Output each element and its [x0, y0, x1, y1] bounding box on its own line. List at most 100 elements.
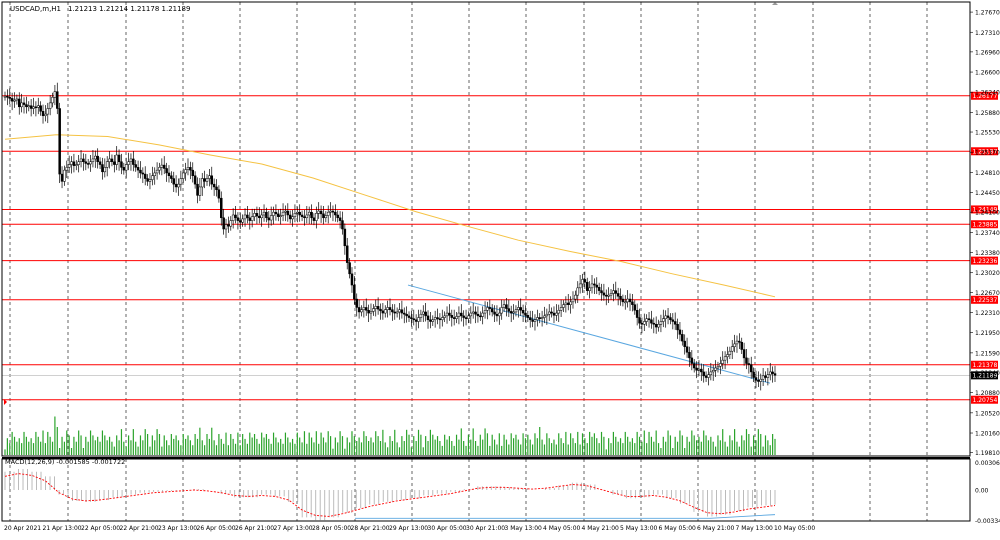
price-tick-label: 1.24450 [975, 190, 1000, 197]
macd-trendline [355, 514, 776, 519]
time-tick-label: 6 May 05:00 [659, 525, 697, 532]
candle-body [381, 310, 385, 314]
candle-body [105, 161, 109, 168]
time-tick-label: 27 Apr 13:00 [274, 525, 313, 532]
candle-body [410, 317, 413, 319]
candle-body [498, 312, 501, 317]
candle-body [654, 324, 658, 328]
candle-body [146, 178, 149, 182]
candle-body [10, 98, 14, 102]
trend-lines[interactable] [407, 284, 771, 384]
candle-body [412, 318, 416, 321]
price-tick-label: 1.26600 [975, 70, 1000, 77]
macd-tick-label: 0.00306 [975, 460, 1000, 467]
candle-body [103, 167, 107, 173]
candle-body [398, 309, 401, 313]
horizontal-levels[interactable]: 1.26177 1.25187 1.24149 1.23885 1.23236 1.225… [2, 91, 998, 404]
candle-body [509, 311, 513, 314]
candle-body [300, 214, 304, 217]
level-price-tag [971, 395, 998, 404]
candle-body [115, 154, 118, 165]
candle-body [167, 172, 171, 177]
candle-body [455, 316, 458, 319]
candle-body [633, 304, 637, 311]
candle-body [217, 189, 221, 199]
candle-body [362, 307, 366, 310]
price-tick-label: 1.22670 [975, 290, 1000, 297]
candle-body [186, 167, 190, 170]
candle-body [671, 319, 675, 322]
candle-body [120, 161, 123, 168]
candle-body [403, 312, 406, 315]
price-tick-label: 1.21590 [975, 350, 1000, 357]
candle-body [593, 283, 596, 286]
candle-body [272, 211, 275, 216]
candle-body [557, 310, 560, 314]
candle-body [657, 324, 660, 328]
candle-body [486, 307, 489, 311]
macd-indicator [4, 469, 776, 521]
candle-body [298, 211, 301, 216]
candle-body [631, 301, 634, 305]
candle-body [379, 308, 382, 312]
candle-body [628, 298, 632, 303]
candle-body [110, 158, 114, 162]
level-price-label: 1.23885 [973, 222, 998, 229]
candle-body [621, 298, 625, 303]
candle-body [65, 167, 69, 171]
candle-body [714, 367, 717, 371]
candle-body [533, 319, 537, 322]
candle-body [452, 317, 456, 319]
candle-body [761, 375, 765, 380]
candle-body [212, 183, 216, 188]
candle-body [196, 183, 199, 196]
candle-body [512, 311, 515, 314]
candle-body [666, 315, 670, 318]
candle-body [417, 317, 420, 322]
candle-body [495, 313, 499, 317]
candle-body [569, 301, 572, 305]
candle-body [614, 290, 618, 294]
candle-body [514, 309, 518, 313]
candle-body [564, 302, 568, 305]
candle-body [448, 312, 451, 316]
candle-body [72, 161, 76, 166]
candle-body [424, 311, 427, 317]
candle-body [616, 293, 620, 297]
candle-body [659, 321, 663, 325]
candle-body [336, 214, 339, 219]
time-tick-label: 4 May 05:00 [543, 525, 581, 532]
time-tick-label: 6 May 21:00 [697, 525, 735, 532]
candle-body [700, 368, 703, 373]
candle-body [376, 306, 380, 310]
candle-body [198, 186, 202, 196]
candle-body [721, 359, 724, 364]
candle-body [269, 215, 273, 221]
candle-body [711, 369, 715, 373]
price-tick-label: 1.25530 [975, 130, 1000, 137]
candle-body [357, 307, 361, 313]
candle-body [56, 91, 59, 109]
candle-body [70, 161, 73, 165]
candle-body [369, 311, 373, 314]
candle-body [322, 213, 325, 219]
candle-body [426, 315, 430, 321]
candle-body [172, 178, 175, 185]
candle-body [193, 175, 197, 185]
candle-body [433, 317, 437, 321]
price-tick-label: 1.23380 [975, 250, 1000, 257]
candle-body [664, 315, 667, 319]
level-price-tag [971, 91, 998, 100]
candle-body [730, 346, 734, 352]
candle-body [752, 371, 755, 378]
candle-body [395, 311, 399, 314]
candle-body [139, 169, 142, 174]
candle-body [234, 214, 237, 219]
candle-body [18, 98, 21, 108]
candle-body [771, 371, 774, 374]
candle-body [262, 211, 266, 216]
time-tick-label: 4 May 21:00 [582, 525, 620, 532]
